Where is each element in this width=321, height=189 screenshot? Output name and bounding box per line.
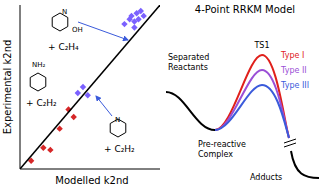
svg-text:Type II: Type II	[280, 66, 307, 75]
svg-text:+ C₂H₂: + C₂H₂	[26, 98, 57, 108]
svg-text:+ C₂H₂: + C₂H₂	[104, 144, 135, 154]
svg-text:Experimental k2nd: Experimental k2nd	[8, 40, 13, 135]
svg-text:NH₂: NH₂	[32, 61, 46, 69]
svg-text:N: N	[62, 8, 67, 16]
svg-text:+ C₂H₄: + C₂H₄	[48, 42, 79, 52]
svg-text:TS1: TS1	[253, 41, 269, 50]
svg-text:SeparatedReactants: SeparatedReactants	[168, 53, 209, 72]
svg-text:Modelled k2nd: Modelled k2nd	[55, 175, 128, 186]
svg-text:OH: OH	[72, 26, 83, 34]
svg-text:Type I: Type I	[280, 51, 304, 60]
svg-text:Type III: Type III	[280, 81, 309, 90]
svg-text:4-Point RRKM Model: 4-Point RRKM Model	[195, 4, 295, 15]
svg-text:N: N	[115, 116, 120, 124]
svg-text:Pre-reactiveComplex: Pre-reactiveComplex	[198, 140, 246, 159]
svg-text:Adducts: Adducts	[250, 173, 282, 182]
